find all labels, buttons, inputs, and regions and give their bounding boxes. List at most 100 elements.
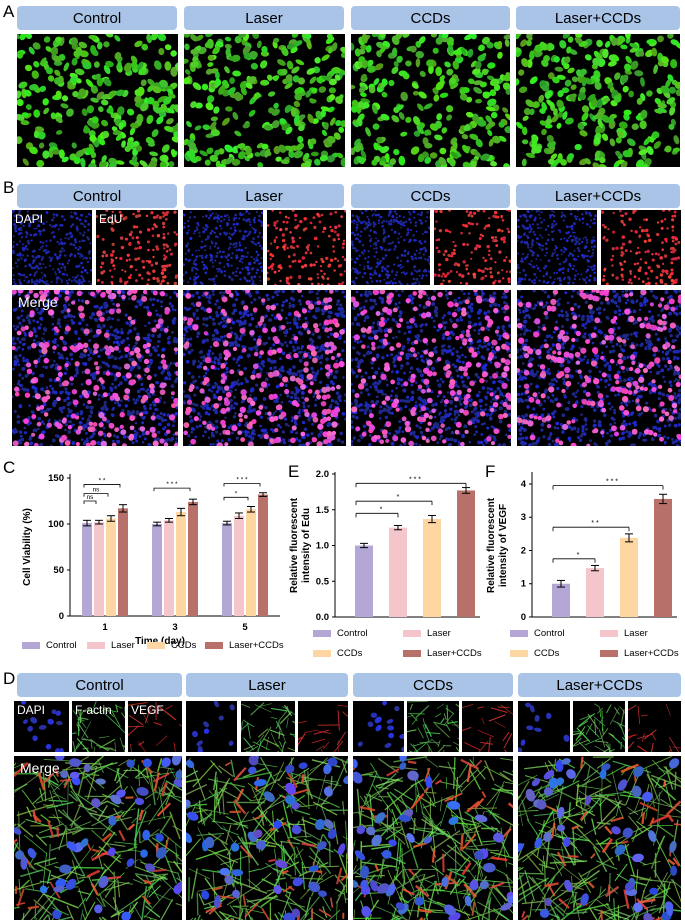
chart-f: 0 1 2 3 4 Relative fluorescentintensity of VE…: [482, 460, 685, 670]
significance-bracket: [223, 483, 261, 487]
error-bar: [247, 506, 255, 513]
y-axis-label: Relative fluorescentintensity of Edu: [289, 497, 312, 593]
significance-bracket: [83, 484, 121, 488]
x-tick-label: 3: [172, 622, 177, 633]
micrograph-d-ccds-vegf: [462, 701, 513, 752]
x-axis-label: Time (day): [135, 636, 185, 647]
significance-bracket: [83, 500, 97, 504]
legend-label: CCDs: [171, 640, 197, 651]
significance-bracket: [355, 500, 433, 506]
significance-bracket: [83, 493, 109, 497]
channel-label-merge: Merge: [20, 760, 60, 776]
error-bar: [189, 498, 197, 506]
micrograph-d-laser-ccds-merge: [518, 756, 681, 920]
legend-swatch: [600, 650, 618, 657]
y-tick-label: 0: [59, 611, 64, 622]
micrograph-d-laser-ccds-dapi: [518, 701, 570, 752]
legend-label: Control: [534, 628, 565, 639]
micrograph-a-laser-ccds: [516, 34, 680, 167]
error-bar: [165, 517, 173, 523]
legend-label: Laser: [624, 628, 648, 639]
legend-label: Laser: [427, 628, 451, 639]
bar: [94, 522, 104, 616]
header-d-control: Control: [17, 673, 182, 697]
y-tick-label: 1: [521, 579, 527, 590]
panel-label-e: E: [288, 462, 300, 481]
legend-label: Control: [337, 628, 368, 639]
legend-swatch: [403, 630, 421, 637]
panel-label-a: A: [3, 2, 15, 21]
significance-label: * * *: [606, 479, 618, 486]
error-bar: [360, 542, 368, 549]
significance-label: ns: [87, 494, 95, 501]
error-bar: [259, 492, 267, 497]
bar: [552, 583, 570, 617]
error-bar: [394, 524, 402, 531]
chart-e: 0.0 0.5 1.0 1.5 2.0 Relative fluorescentinten…: [285, 460, 485, 670]
micrograph-d-laser-ccds-factin: [573, 701, 625, 752]
micrograph-d-laser-ccds-vegf: [628, 701, 681, 752]
legend-label: Laser+CCDs: [427, 648, 482, 659]
legend-swatch: [403, 650, 421, 657]
significance-bracket: [355, 482, 467, 488]
y-tick-label: 0.5: [316, 576, 330, 587]
legend-swatch: [87, 642, 105, 649]
error-bar: [235, 512, 243, 519]
bar: [258, 494, 268, 616]
y-tick-label: 0: [521, 612, 526, 623]
bar: [82, 523, 92, 616]
significance-label: *: [235, 490, 238, 497]
y-tick-label: 2: [521, 545, 526, 556]
significance-label: *: [577, 552, 580, 559]
significance-bracket: [552, 526, 630, 532]
micrograph-d-control-dapi: DAPI: [14, 701, 69, 752]
channel-label-edu: EdU: [99, 212, 123, 226]
bar: [188, 501, 198, 616]
bar: [457, 490, 475, 617]
significance-label: * * *: [409, 476, 421, 483]
error-bar: [119, 504, 127, 513]
header-a-ccds: CCDs: [351, 6, 510, 30]
significance-label: * * *: [166, 481, 178, 488]
error-bar: [223, 520, 231, 526]
micrograph-b-control-edu: EdU: [96, 210, 178, 285]
y-tick-label: 1.0: [316, 541, 329, 552]
micrograph-d-laser-merge: [186, 756, 348, 920]
bar: [620, 537, 638, 617]
y-tick-label: 4: [521, 479, 527, 490]
header-d-laser: Laser: [186, 673, 348, 697]
bar: [222, 523, 232, 616]
bar: [423, 519, 441, 617]
micrograph-b-ccds-edu: [434, 210, 511, 285]
micrograph-d-ccds-factin: [407, 701, 459, 752]
header-a-laser-ccds: Laser+CCDs: [516, 6, 680, 30]
micrograph-b-ccds-dapi: [351, 210, 430, 285]
micrograph-b-laser-merge: [183, 290, 346, 446]
micrograph-b-ccds-merge: [351, 290, 511, 446]
error-bar: [557, 579, 565, 588]
y-tick-label: 50: [53, 565, 64, 576]
micrograph-b-control-dapi: DAPI: [12, 210, 92, 285]
channel-label-factin: F-actin: [75, 703, 112, 717]
x-tick-label: 1: [102, 622, 108, 633]
legend-swatch: [22, 642, 40, 649]
micrograph-d-control-merge: Merge: [14, 756, 182, 920]
bar: [164, 520, 174, 616]
significance-label: * * *: [236, 477, 248, 484]
channel-label-vegf: VEGF: [131, 703, 164, 717]
error-bar: [83, 519, 91, 527]
header-b-ccds: CCDs: [351, 184, 510, 208]
micrograph-a-control: [17, 34, 178, 167]
x-tick-label: 5: [242, 622, 248, 633]
micrograph-d-control-factin: F-actin: [72, 701, 125, 752]
header-a-control: Control: [17, 6, 177, 30]
header-d-laser-ccds: Laser+CCDs: [518, 673, 681, 697]
error-bar: [591, 564, 599, 572]
channel-label-merge: Merge: [18, 294, 58, 310]
y-tick-label: 0.0: [316, 612, 329, 623]
error-bar: [107, 515, 115, 522]
micrograph-b-laser-ccds-dapi: [517, 210, 597, 285]
error-bar: [625, 533, 633, 543]
bar: [176, 512, 186, 616]
micrograph-b-laser-ccds-merge: [517, 290, 681, 446]
